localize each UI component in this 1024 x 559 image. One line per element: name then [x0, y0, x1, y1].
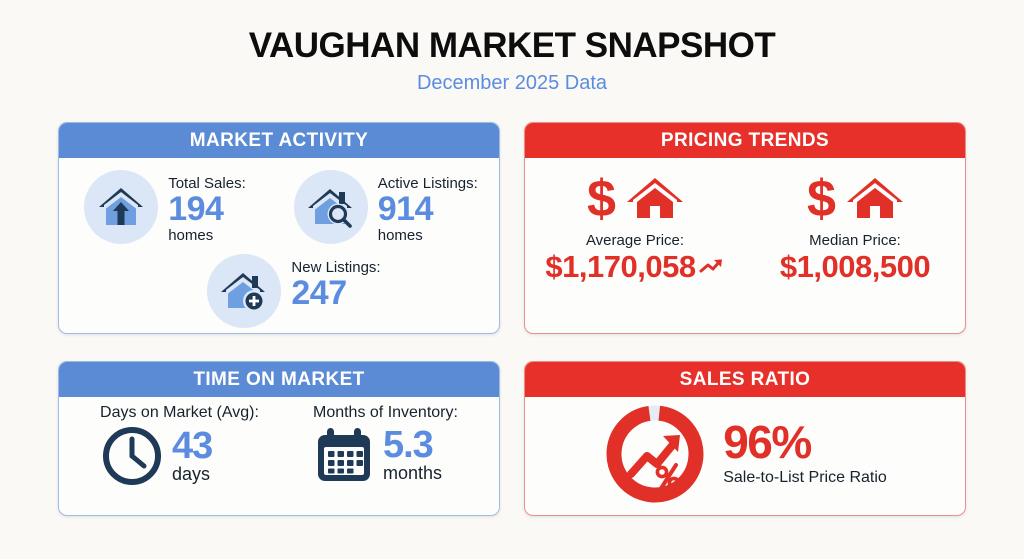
metric-months-of-inventory-label: Months of Inventory:: [312, 404, 458, 421]
card-time-on-market-header: TIME ON MARKET: [59, 362, 499, 397]
metric-active-listings-unit: homes: [377, 226, 423, 244]
metric-months-of-inventory-text: 5.3 months: [382, 423, 443, 484]
card-sales-ratio-body: 96% Sale-to-List Price Ratio: [525, 397, 965, 515]
page-title: VAUGHAN MARKET SNAPSHOT: [248, 26, 776, 65]
card-pricing-trends-header: PRICING TRENDS: [525, 123, 965, 158]
metric-days-on-market-unit: days: [172, 463, 211, 484]
clock-icon: [103, 427, 162, 486]
card-time-on-market: TIME ON MARKET Days on Market (Avg): 43 …: [58, 361, 500, 516]
metric-median-price-label: Median Price:: [809, 232, 901, 249]
infographic-header: VAUGHAN MARKET SNAPSHOT December 2025 Da…: [0, 0, 1024, 93]
metric-total-sales-text: Total Sales: 194 homes: [168, 170, 246, 244]
metric-days-on-market-value: 43: [172, 424, 213, 467]
metric-months-of-inventory-value: 5.3: [382, 423, 434, 466]
card-market-activity-body: Total Sales: 194 homes: [59, 158, 499, 333]
metric-median-price-value: $1,008,500: [779, 248, 931, 284]
house-plus-icon: [207, 254, 282, 329]
metric-active-listings: Active Listings: 914 homes: [293, 170, 478, 244]
metric-average-price: $ Average Price: $1,170,058: [526, 170, 744, 284]
metric-new-listings-value: 247: [291, 274, 347, 313]
sales-ratio-text: 96% Sale-to-List Price Ratio: [723, 416, 887, 487]
metric-total-sales-label: Total Sales:: [168, 175, 246, 192]
market-activity-row-bottom: New Listings: 247: [59, 254, 499, 329]
metric-active-listings-value: 914: [377, 190, 434, 229]
metric-days-on-market-label: Days on Market (Avg):: [100, 404, 259, 421]
card-sales-ratio-header: SALES RATIO: [525, 362, 965, 397]
card-pricing-trends: PRICING TRENDS $ Average Price: $1,170,0…: [524, 122, 966, 334]
metric-active-listings-label: Active Listings:: [377, 175, 478, 192]
metric-average-price-value: $1,170,058: [545, 248, 696, 284]
metric-days-on-market: Days on Market (Avg): 43 days: [100, 403, 259, 488]
metric-average-price-value-wrap: $1,170,058: [545, 248, 724, 284]
dollar-house-icon: $: [803, 170, 907, 229]
metric-median-price: $ Median Price: $1,008,500: [746, 170, 964, 284]
house-up-arrow-icon: [84, 170, 159, 244]
sales-ratio-value: 96%: [723, 416, 812, 469]
sales-ratio-caption: Sale-to-List Price Ratio: [723, 468, 887, 486]
metric-total-sales: Total Sales: 194 homes: [84, 170, 246, 244]
metric-months-of-inventory-unit: months: [382, 462, 443, 483]
metric-median-price-value-wrap: $1,008,500: [779, 248, 931, 284]
house-search-icon: [293, 170, 368, 244]
svg-text:$: $: [807, 172, 836, 224]
metric-months-of-inventory: Months of Inventory:: [313, 403, 458, 486]
metric-total-sales-value: 194: [168, 190, 224, 229]
metric-new-listings-text: New Listings: 247: [291, 254, 380, 311]
trend-up-icon: [699, 259, 722, 273]
card-market-activity-header: MARKET ACTIVITY: [59, 123, 499, 158]
calendar-icon: [317, 428, 370, 482]
page-subtitle: December 2025 Data: [416, 72, 608, 94]
metric-new-listings-label: New Listings:: [291, 259, 381, 277]
card-market-activity: MARKET ACTIVITY Total Sales: 194 home: [58, 122, 500, 334]
card-pricing-trends-body: $ Average Price: $1,170,058: [525, 158, 965, 333]
percent-gauge-icon: [606, 405, 704, 503]
card-time-on-market-body: Days on Market (Avg): 43 days Months of …: [59, 397, 499, 515]
card-grid: MARKET ACTIVITY Total Sales: 194 home: [58, 122, 966, 516]
metric-months-of-inventory-figure: 5.3 months: [313, 424, 442, 486]
metric-days-on-market-text: 43 days: [172, 424, 213, 485]
metric-new-listings: New Listings: 247: [207, 254, 381, 329]
svg-text:$: $: [587, 172, 616, 224]
metric-active-listings-text: Active Listings: 914 homes: [378, 170, 478, 244]
metric-days-on-market-figure: 43 days: [100, 424, 213, 488]
dollar-house-icon: $: [583, 170, 687, 229]
market-activity-row-top: Total Sales: 194 homes: [59, 170, 499, 244]
card-sales-ratio: SALES RATIO 96% Sale-to-List Price Ratio: [524, 361, 966, 516]
metric-average-price-label: Average Price:: [585, 232, 685, 249]
metric-total-sales-unit: homes: [168, 226, 214, 244]
